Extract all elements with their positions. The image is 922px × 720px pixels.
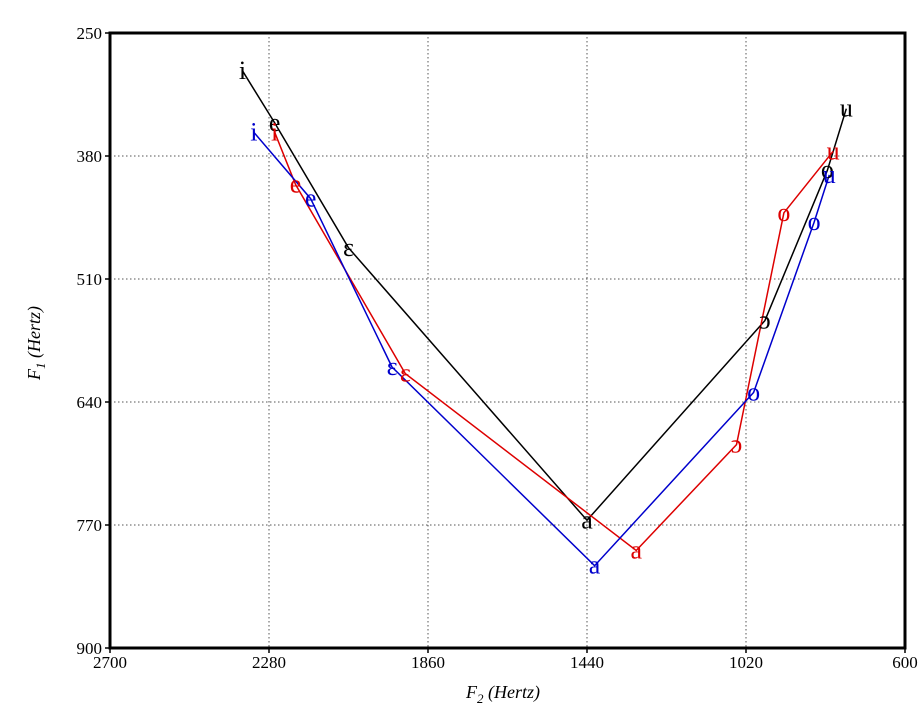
x-tick-label: 1860: [411, 653, 445, 672]
vowel-point-label: o: [821, 155, 834, 184]
vowel-point-label: o: [747, 378, 760, 407]
vowel-point-label: e: [305, 184, 317, 213]
x-tick-label: 1440: [570, 653, 604, 672]
vowel-point-label: u: [823, 160, 836, 189]
vowel-point-label: u: [840, 94, 853, 123]
x-tick-label: 1020: [729, 653, 763, 672]
vowel-point-label: ɛ: [400, 359, 411, 388]
vowel-point-label: ɛ: [343, 233, 354, 262]
x-tick-label: 2700: [93, 653, 127, 672]
plot-border: [108, 31, 907, 650]
x-tick-label: 2280: [252, 653, 286, 672]
y-tick-label: 250: [77, 24, 103, 43]
vowel-point-label: u: [827, 136, 840, 165]
series-line: [241, 70, 848, 522]
vowel-point-label: a: [589, 551, 601, 580]
y-tick-label: 510: [77, 270, 103, 289]
y-tick-label: 900: [77, 639, 103, 658]
y-tick-label: 640: [77, 393, 103, 412]
vowel-point-label: ɛ: [387, 352, 398, 381]
y-tick-label: 380: [77, 147, 103, 166]
vowel-point-label: o: [777, 198, 790, 227]
y-axis-title: F1 (Hertz): [24, 306, 48, 381]
vowel-point-label: e: [290, 169, 302, 198]
series-layer: [241, 70, 848, 567]
vowel-point-label: i: [239, 56, 246, 85]
vowel-point-label: i: [250, 117, 257, 146]
y-tick-label: 770: [77, 516, 103, 535]
vowel-point-label: a: [581, 505, 593, 534]
vowel-point-label: o: [808, 207, 821, 236]
vowel-point-label: a: [630, 536, 642, 565]
grid-layer: [110, 33, 905, 648]
series-line: [253, 131, 831, 567]
vowel-point-label: i: [271, 117, 278, 146]
series-line: [274, 132, 834, 552]
x-axis-title: F2 (Hertz): [465, 682, 540, 706]
vowel-point-label: e: [269, 108, 281, 137]
tick-labels-layer: 2700 2280 1860 1440 1020 600 250 380 510 640 770 90…: [77, 24, 918, 672]
vowel-point-label: ɔ: [759, 306, 771, 335]
vowel-point-label: ɔ: [731, 430, 743, 459]
x-tick-label: 600: [892, 653, 918, 672]
